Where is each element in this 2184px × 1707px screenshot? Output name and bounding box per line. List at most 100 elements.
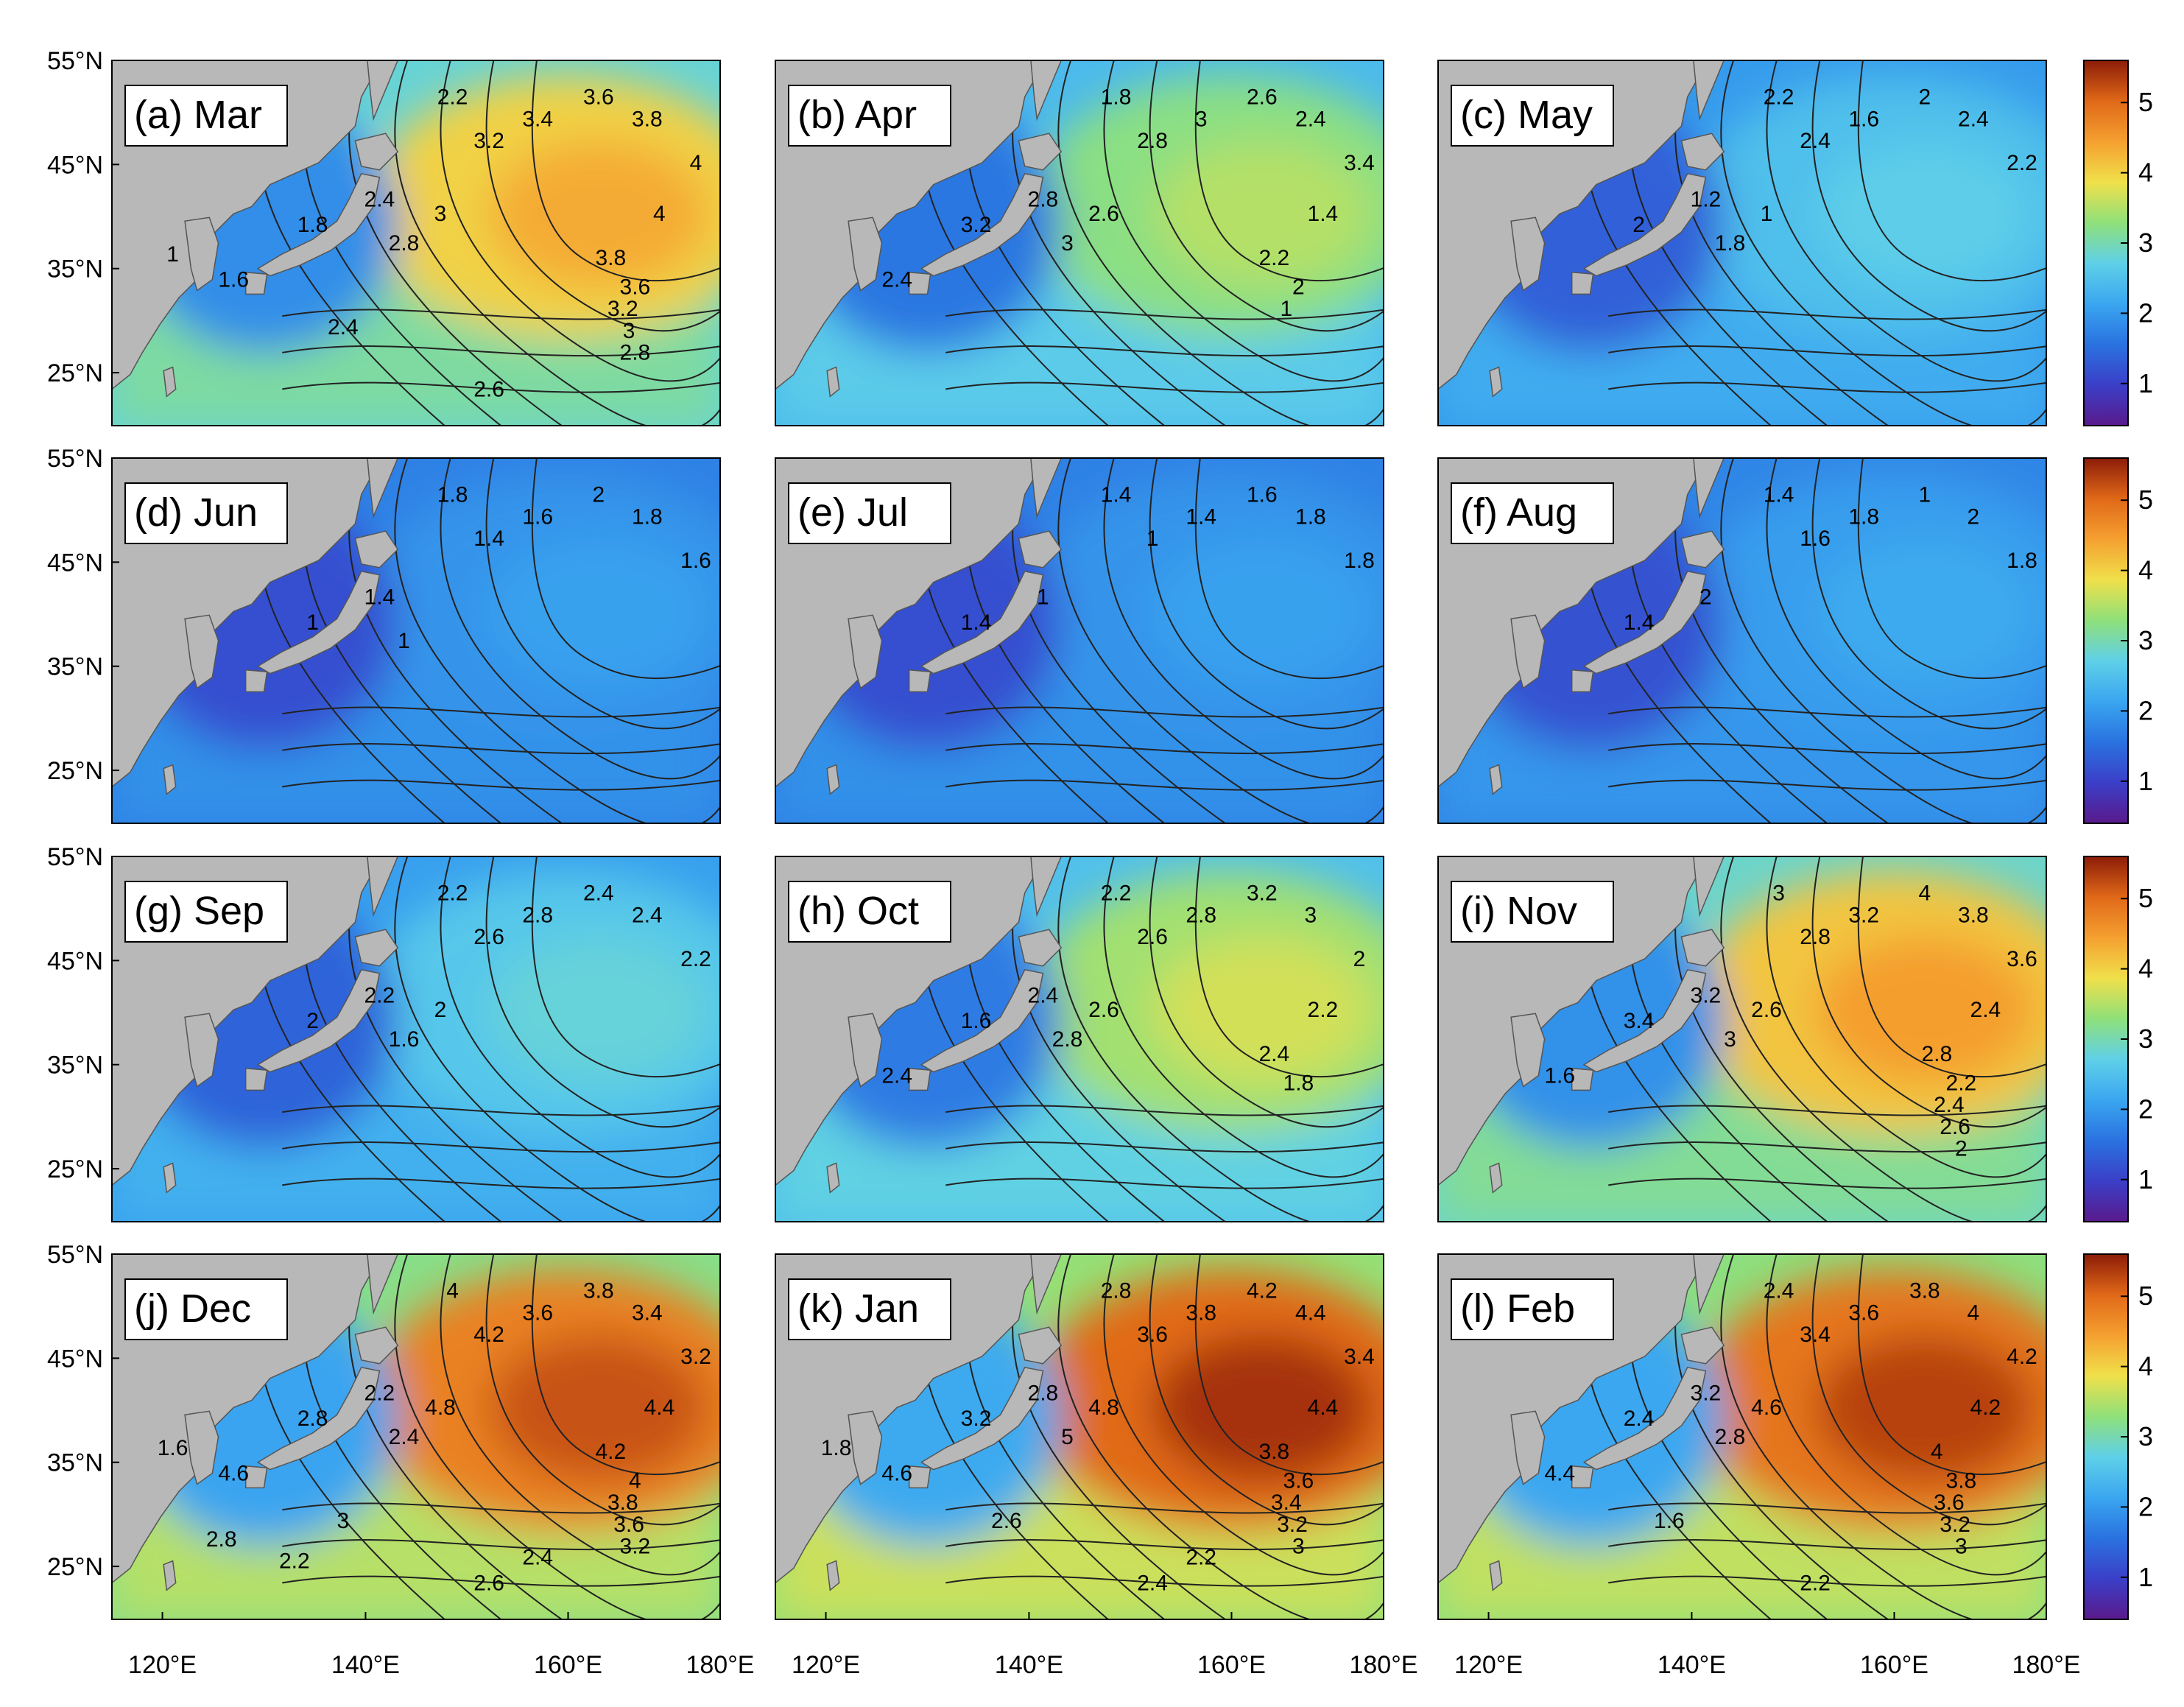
contour-label: 3.6: [1848, 1301, 1879, 1325]
latitude-label: 45°N: [47, 549, 103, 577]
colorbar: 1 2 3 4 5: [2083, 856, 2153, 1222]
map-field: 44.23.63.83.43.22.82.22.44.84.64.44.243.…: [112, 1254, 720, 1619]
contour-label: 3.2: [1691, 1381, 1722, 1405]
contour-label: 4.4: [1308, 1395, 1339, 1420]
contour-label: 2.8: [1101, 1279, 1132, 1303]
contour-label: 4.2: [1247, 1279, 1278, 1303]
contour-label: 2.2: [279, 1549, 310, 1574]
panel-frame: [111, 60, 721, 426]
colorbar-tick-label: 3: [2138, 625, 2153, 655]
contour-label: 4: [629, 1468, 641, 1493]
latitude-label: 35°N: [47, 1449, 103, 1477]
panel-title-text: (e) Jul: [797, 490, 908, 535]
panel-title: (a) Mar: [124, 85, 288, 147]
contour-label: 2.4: [1958, 107, 1989, 131]
contour-label: 2.2: [437, 85, 468, 110]
latitude-label: 55°N: [47, 1241, 103, 1269]
contour-label: 1.6: [389, 1027, 420, 1052]
colorbar-tick-label: 2: [2138, 695, 2153, 725]
contour-label: 3.2: [1940, 1513, 1970, 1537]
panel-frame: [111, 856, 721, 1222]
map-panel: 1.4 1 1.4 1.6 1.8 1.8 1.4 1 (e) Jul: [775, 457, 1384, 824]
contour-label: 3: [337, 1509, 350, 1533]
contour-label: 1.4: [1186, 504, 1216, 529]
panel-title: (f) Aug: [1451, 482, 1614, 544]
contour-label: 1.8: [1283, 1071, 1314, 1095]
panel-title: (b) Apr: [788, 85, 951, 147]
contour-label: 2.4: [1764, 1279, 1794, 1303]
contour-label: 2.4: [1800, 129, 1831, 153]
contour-label: 1.6: [1544, 1064, 1575, 1088]
contour-label: 1: [1146, 527, 1159, 551]
contour-label: 2.6: [473, 925, 504, 949]
contour-label: 2.6: [1088, 998, 1119, 1022]
contour-label: 2.4: [389, 1425, 420, 1449]
contour-label: 3: [434, 202, 447, 226]
contour-label: 3: [1955, 1535, 1968, 1559]
panel-title-text: (h) Oct: [797, 889, 919, 933]
colorbar-tick-label: 4: [2138, 1351, 2153, 1382]
contour-label: 2.4: [328, 315, 359, 339]
longitude-label: 160°E: [1197, 1651, 1266, 1679]
panel-title: (d) Jun: [124, 482, 288, 544]
panel-title: (k) Jan: [788, 1278, 951, 1340]
longitude-label: 140°E: [331, 1651, 400, 1679]
map-panel: 2.83.63.84.24.43.43.22.854.84.64.43.83.6…: [775, 1253, 1384, 1620]
colorbar-tick-label: 4: [2138, 555, 2153, 585]
contour-label: 1.6: [1848, 107, 1879, 131]
contour-label: 3.2: [1848, 903, 1879, 927]
longitude-label: 140°E: [1658, 1651, 1726, 1679]
contour-label: 2.2: [1101, 881, 1132, 906]
contour-label: 2.2: [1946, 1071, 1977, 1095]
contour-label: 1.6: [1654, 1509, 1685, 1533]
contour-label: 2: [1918, 85, 1931, 110]
contour-label: 1.6: [158, 1436, 189, 1460]
map-panel: 2.23.23.43.63.841.82.42.831.643.83.63.23…: [111, 60, 721, 426]
map-panel: 44.23.63.83.43.22.82.22.44.84.64.44.243.…: [111, 1253, 721, 1620]
panel-title-text: (k) Jan: [797, 1287, 919, 1331]
panel-title: (i) Nov: [1451, 881, 1614, 943]
contour-label: 3.6: [1283, 1468, 1314, 1493]
contour-label: 3.4: [1624, 1009, 1655, 1033]
contour-label: 2.4: [1624, 1407, 1655, 1431]
contour-label: 1.8: [437, 483, 468, 507]
contour-label: 4: [1931, 1440, 1943, 1464]
colorbar-tick-label: 1: [2138, 766, 2153, 796]
colorbars: 1 2 3 4 5 1 2 3 4 5 1 2 3 4 5 1 2 3 4 5: [2083, 60, 2153, 1620]
panel-frame: [775, 856, 1384, 1222]
latitude-label: 25°N: [47, 1155, 103, 1183]
contour-label: 3: [1724, 1027, 1736, 1052]
contour-label: 2.4: [881, 1064, 912, 1088]
panel-frame: [1437, 856, 2047, 1222]
map-field: 1.4 1 1.4 1.6 1.8 1.8 1.4 1: [775, 458, 1384, 823]
latitude-label: 35°N: [47, 653, 103, 681]
contour-label: 4.4: [644, 1395, 675, 1420]
contour-label: 2.4: [522, 1546, 553, 1570]
contour-label: 1.6: [218, 268, 249, 292]
latitude-label: 55°N: [47, 47, 103, 75]
map-panel: 2.43.43.63.844.22.43.22.84.64.44.243.83.…: [1437, 1253, 2047, 1620]
colorbar-tick-label: 1: [2138, 368, 2153, 398]
contour-label: 4: [1918, 881, 1931, 906]
contour-label: 2.2: [1764, 85, 1794, 110]
contour-label: 1.6: [961, 1009, 992, 1033]
contour-label: 3.8: [1946, 1468, 1977, 1493]
longitude-label: 180°E: [686, 1651, 754, 1679]
latitude-label: 35°N: [47, 256, 103, 284]
contour-label: 2.4: [632, 903, 663, 927]
contour-label: 2.8: [297, 1407, 328, 1431]
longitude-label: 180°E: [2012, 1651, 2080, 1679]
panel-title: (c) May: [1451, 85, 1614, 147]
longitude-label: 120°E: [128, 1651, 197, 1679]
contour-label: 1.4: [1308, 202, 1339, 226]
contour-label: 4.2: [595, 1440, 626, 1464]
contour-label: 2: [306, 1009, 319, 1033]
contour-label: 3.2: [961, 213, 992, 237]
map-panel: 2.22.62.83.2321.62.42.82.62.42.22.41.8(h…: [775, 856, 1384, 1222]
panels: 2.23.23.43.63.841.82.42.831.643.83.63.23…: [111, 60, 2047, 1620]
contour-label: 2.2: [364, 1381, 395, 1405]
panel-title: (g) Sep: [124, 881, 288, 943]
contour-label: 2: [1968, 504, 1980, 529]
